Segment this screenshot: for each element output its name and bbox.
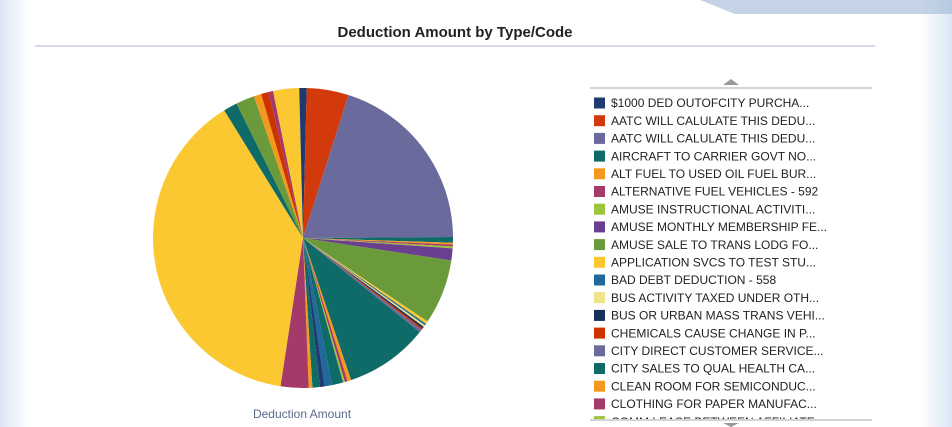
pie-slice	[273, 88, 303, 239]
legend-swatch	[594, 115, 605, 127]
legend-label: CLOTHING FOR PAPER MANUFAC...	[611, 397, 817, 411]
legend-label: AMUSE INSTRUCTIONAL ACTIVITI...	[611, 202, 815, 216]
legend-swatch	[594, 221, 605, 233]
pie-slice	[303, 238, 423, 330]
pie-slice	[268, 91, 303, 238]
legend-label: AIRCRAFT TO CARRIER GOVT NO...	[611, 149, 816, 163]
legend-swatch	[594, 97, 605, 109]
legend-swatch	[594, 150, 605, 162]
chart-title: Deduction Amount by Type/Code	[338, 24, 573, 41]
legend-label: CLEAN ROOM FOR SEMICONDUC...	[611, 379, 816, 393]
legend-swatch	[594, 239, 605, 251]
pie-slice	[303, 238, 344, 386]
pie-slice	[303, 238, 348, 383]
legend-swatch	[594, 345, 605, 357]
pie-slice	[303, 238, 452, 322]
legend-box	[590, 88, 872, 420]
pie-slice	[299, 88, 303, 238]
legend-label: COMM LEASE BETWEEN AFFILIATE	[611, 415, 815, 427]
legend-label: BUS ACTIVITY TAXED UNDER OTH...	[611, 291, 819, 305]
legend: $1000 DED OUTOFCITY PURCHA... AATC WILL C…	[594, 96, 827, 427]
pie-slice	[303, 238, 352, 382]
legend-swatch	[594, 327, 605, 339]
legend-swatch	[594, 416, 605, 419]
pie-slice	[303, 238, 422, 333]
legend-swatch	[594, 292, 605, 304]
legend-label: BUS OR URBAN MASS TRANS VEHI...	[611, 309, 825, 323]
legend-label: CHEMICALS CAUSE CHANGE IN P...	[611, 326, 816, 340]
legend-swatch	[594, 256, 605, 268]
pie-slice	[303, 238, 325, 388]
pie-slice	[280, 238, 309, 388]
pie-slice	[303, 238, 426, 326]
legend-label: $1000 DED OUTOFCITY PURCHA...	[611, 96, 809, 110]
legend-label: AATC WILL CALULATE THIS DEDU...	[611, 132, 815, 146]
pie-slice	[224, 103, 303, 238]
pie-slice	[303, 238, 428, 324]
series-label: Deduction Amount	[253, 407, 352, 421]
legend-swatch	[594, 203, 605, 215]
legend-label: AATC WILL CALULATE THIS DEDU...	[611, 114, 815, 128]
decor	[700, 0, 952, 14]
pie-slice	[236, 96, 303, 238]
pie-slice	[303, 238, 425, 327]
pie-slice	[303, 238, 313, 388]
legend-label: ALTERNATIVE FUEL VEHICLES - 592	[611, 185, 819, 199]
legend-swatch	[594, 363, 605, 374]
background-edge	[0, 0, 30, 427]
pie-slice	[303, 88, 349, 239]
legend-label: AMUSE SALE TO TRANS LODG FO...	[611, 238, 818, 252]
legend-label: CITY DIRECT CUSTOMER SERVICE...	[611, 344, 823, 358]
pie-slice	[303, 238, 345, 383]
legend-swatch	[594, 132, 605, 144]
scroll-up[interactable]	[723, 79, 739, 85]
legend-swatch	[594, 186, 605, 197]
pie-slice	[303, 238, 453, 245]
pie-slice	[303, 95, 453, 238]
legend-swatch	[594, 309, 605, 321]
pie-slice	[303, 238, 453, 249]
legend-swatch	[594, 398, 605, 410]
legend-swatch	[594, 274, 605, 286]
legend-swatch	[594, 168, 605, 180]
pie-slice	[303, 238, 453, 261]
pie-slice	[303, 238, 320, 388]
pie-slice	[152, 110, 303, 387]
legend-swatch	[594, 380, 605, 392]
pie-slice	[303, 238, 453, 247]
pie-slice	[303, 238, 420, 381]
pie-slice	[261, 92, 303, 239]
pie-slice	[303, 88, 307, 238]
background-edge	[920, 0, 952, 427]
pie-slice	[253, 93, 303, 238]
pie-slice	[303, 238, 424, 329]
legend-label: AMUSE MONTHLY MEMBERSHIP FE...	[611, 220, 827, 234]
pie-slice	[303, 238, 333, 387]
legend-label: CITY SALES TO QUAL HEALTH CA...	[611, 362, 815, 376]
legend-label: ALT FUEL TO USED OIL FUEL BUR...	[611, 167, 816, 181]
legend-label: BAD DEBT DEDUCTION - 558	[611, 273, 776, 287]
legend-label: APPLICATION SVCS TO TEST STU...	[611, 255, 816, 269]
pie-slice	[303, 237, 454, 243]
scroll-down[interactable]	[723, 423, 739, 427]
